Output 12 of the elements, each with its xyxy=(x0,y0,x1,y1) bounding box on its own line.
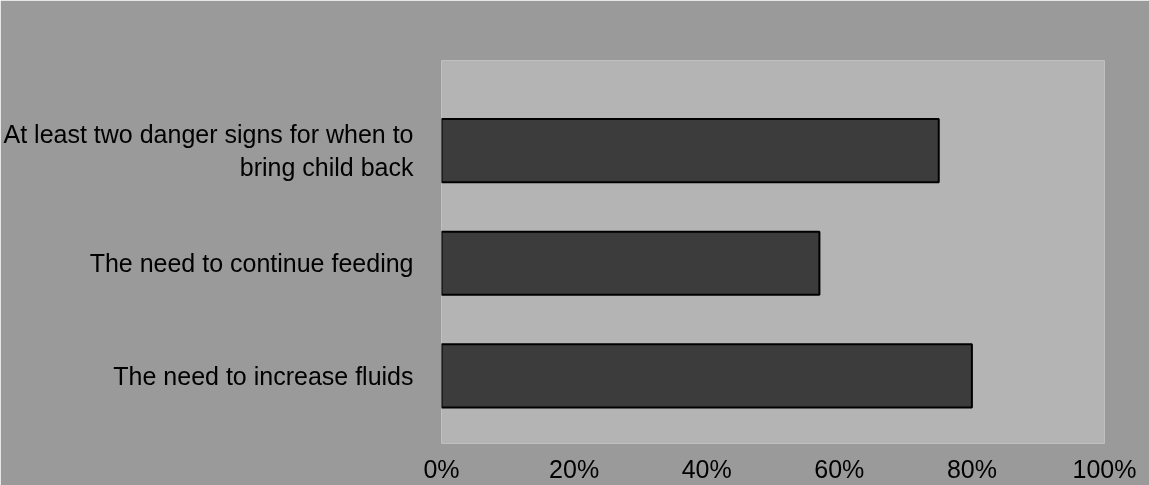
x-tick-label: 20% xyxy=(549,454,600,483)
x-tick-label: 80% xyxy=(946,454,997,483)
y-tick-label: At least two danger signs for when to bring child back xyxy=(3,119,414,182)
bar xyxy=(441,118,940,184)
x-tick-label: 0% xyxy=(423,454,460,483)
y-tick-label: The need to continue feeding xyxy=(89,249,414,278)
x-tick-label: 100% xyxy=(1072,454,1137,483)
x-tick-label: 60% xyxy=(814,454,865,483)
y-tick-label: The need to increase fluids xyxy=(113,361,414,390)
bar xyxy=(441,343,973,409)
bar xyxy=(441,230,821,296)
x-tick-label: 40% xyxy=(681,454,732,483)
